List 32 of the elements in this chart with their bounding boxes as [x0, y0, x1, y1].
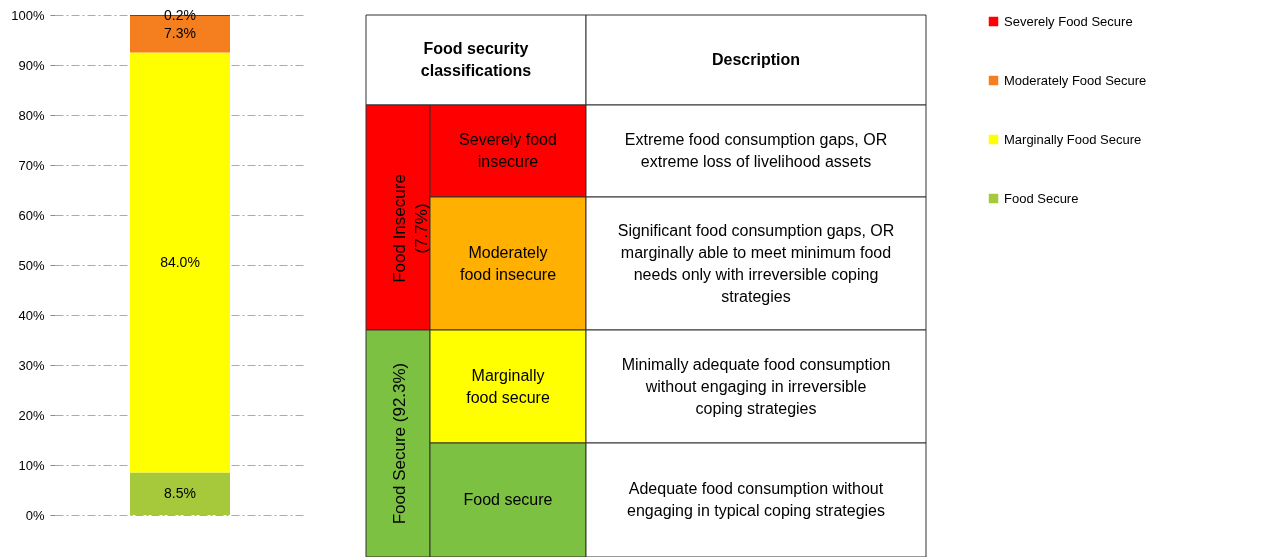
y-tick-label: 10%	[18, 457, 45, 473]
y-tick-label: 80%	[18, 107, 45, 123]
text: Adequate food consumption without engaging in typical coping strategies	[627, 480, 885, 519]
y-tick-label: 20%	[18, 407, 45, 423]
bar	[130, 472, 230, 515]
legend-label: Marginally Food Secure	[1004, 131, 1142, 147]
bar	[130, 52, 230, 473]
text: Food secure	[463, 491, 553, 508]
text: Marginally food secure	[466, 366, 550, 406]
y-tick-label: 30%	[18, 357, 45, 373]
y-tick-label: 90%	[18, 57, 45, 73]
y-tick-label: 40%	[18, 307, 45, 323]
text: Minimally adequate food consumption without engaging in irreversible coping strategies	[621, 355, 891, 417]
y-tick-label: 0%	[25, 507, 45, 523]
data-label: 8.5%	[164, 484, 196, 501]
text: Significant food consumption gaps, OR marginally able to meet minimum food needs only with irreversible coping strategies	[617, 221, 895, 305]
text: Description	[711, 51, 801, 68]
legend-label: Severely Food Secure	[1004, 13, 1133, 29]
data-label: 7.3%	[164, 25, 196, 42]
text: Extreme food consumption gaps, OR extreme loss of livelihood assets	[624, 131, 888, 170]
y-tick-label: 100%	[11, 7, 45, 23]
text: Food Secure (92.3%)	[390, 362, 409, 525]
text: Food security classifications	[420, 40, 532, 79]
legend-label: Moderately Food Secure	[1004, 72, 1147, 88]
text: Food Insecure (7.7%)	[390, 174, 431, 283]
text: Severely food insecure	[459, 131, 557, 170]
legend-label: Food Secure	[1004, 190, 1079, 206]
y-tick-label: 70%	[18, 157, 45, 173]
data-label: 84.0%	[160, 253, 200, 270]
y-tick-label: 50%	[18, 257, 45, 273]
y-tick-label: 60%	[18, 207, 45, 223]
text: Moderately food insecure	[459, 243, 557, 283]
